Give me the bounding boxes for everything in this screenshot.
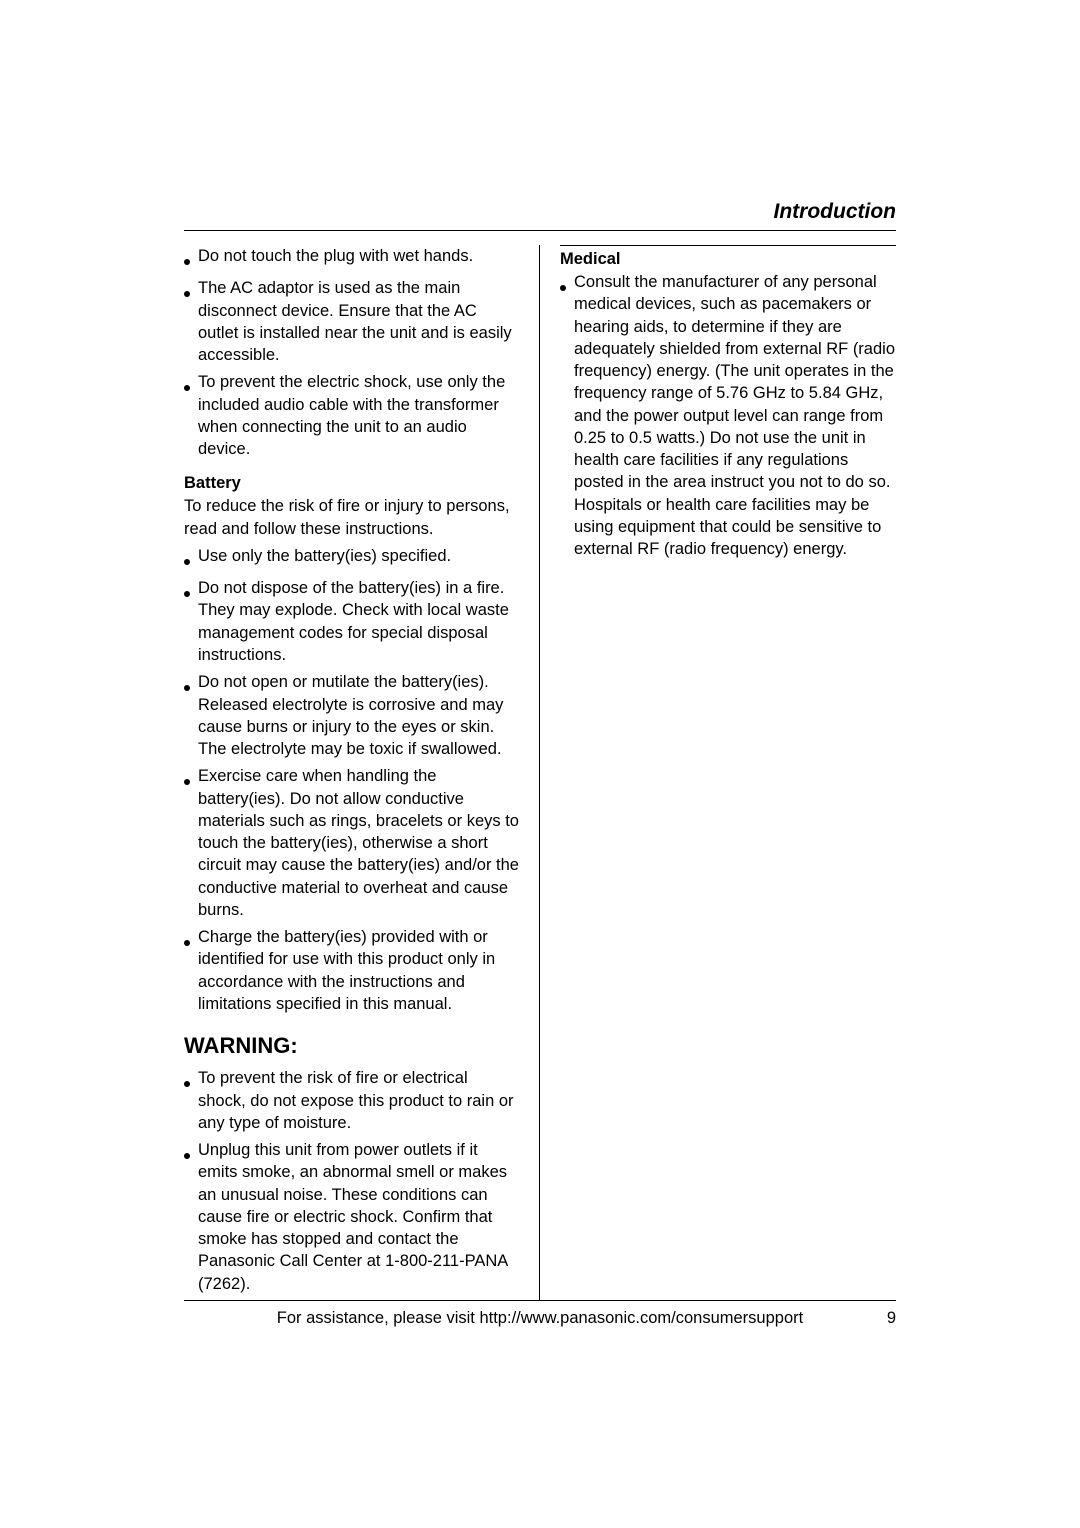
right-column: Medical Consult the manufacturer of any … xyxy=(540,245,896,1300)
bullet-icon xyxy=(184,245,198,272)
bullet-icon xyxy=(184,1067,198,1134)
bullet-icon xyxy=(184,277,198,366)
bullet-text: Unplug this unit from power outlets if i… xyxy=(198,1139,519,1295)
list-item: Charge the battery(ies) provided with or… xyxy=(184,926,519,1015)
list-item: To prevent the electric shock, use only … xyxy=(184,371,519,460)
bullet-text: Exercise care when handling the battery(… xyxy=(198,765,519,921)
bullet-text: To prevent the risk of fire or electrica… xyxy=(198,1067,519,1134)
bullet-text: The AC adaptor is used as the main disco… xyxy=(198,277,519,366)
bullet-icon xyxy=(184,545,198,572)
bullet-text: To prevent the electric shock, use only … xyxy=(198,371,519,460)
left-column: Do not touch the plug with wet hands. Th… xyxy=(184,245,540,1300)
bullet-text: Charge the battery(ies) provided with or… xyxy=(198,926,519,1015)
bullet-icon xyxy=(184,671,198,760)
bullet-icon xyxy=(184,926,198,1015)
warning-heading: WARNING: xyxy=(184,1033,519,1059)
list-item: Exercise care when handling the battery(… xyxy=(184,765,519,921)
bullet-text: Do not touch the plug with wet hands. xyxy=(198,245,519,272)
medical-heading: Medical xyxy=(560,250,896,269)
list-item: Do not open or mutilate the battery(ies)… xyxy=(184,671,519,760)
list-item: Do not touch the plug with wet hands. xyxy=(184,245,519,272)
bullet-text: Use only the battery(ies) specified. xyxy=(198,545,519,572)
bullet-text: Consult the manufacturer of any personal… xyxy=(574,271,896,560)
page-footer: For assistance, please visit http://www.… xyxy=(184,1300,896,1328)
list-item: Consult the manufacturer of any personal… xyxy=(560,271,896,560)
list-item: To prevent the risk of fire or electrica… xyxy=(184,1067,519,1134)
list-item: Use only the battery(ies) specified. xyxy=(184,545,519,572)
bullet-text: Do not dispose of the battery(ies) in a … xyxy=(198,577,519,666)
battery-heading: Battery xyxy=(184,474,519,493)
bullet-text: Do not open or mutilate the battery(ies)… xyxy=(198,671,519,760)
list-item: The AC adaptor is used as the main disco… xyxy=(184,277,519,366)
page-number: 9 xyxy=(856,1309,896,1328)
content-columns: Do not touch the plug with wet hands. Th… xyxy=(184,245,896,1300)
list-item: Do not dispose of the battery(ies) in a … xyxy=(184,577,519,666)
list-item: Unplug this unit from power outlets if i… xyxy=(184,1139,519,1295)
bullet-icon xyxy=(184,371,198,460)
bullet-icon xyxy=(184,765,198,921)
footer-assistance-text: For assistance, please visit http://www.… xyxy=(184,1309,856,1328)
battery-intro: To reduce the risk of fire or injury to … xyxy=(184,495,519,540)
page-header-title: Introduction xyxy=(184,200,896,231)
bullet-icon xyxy=(184,577,198,666)
bullet-icon xyxy=(560,271,574,560)
bullet-icon xyxy=(184,1139,198,1295)
